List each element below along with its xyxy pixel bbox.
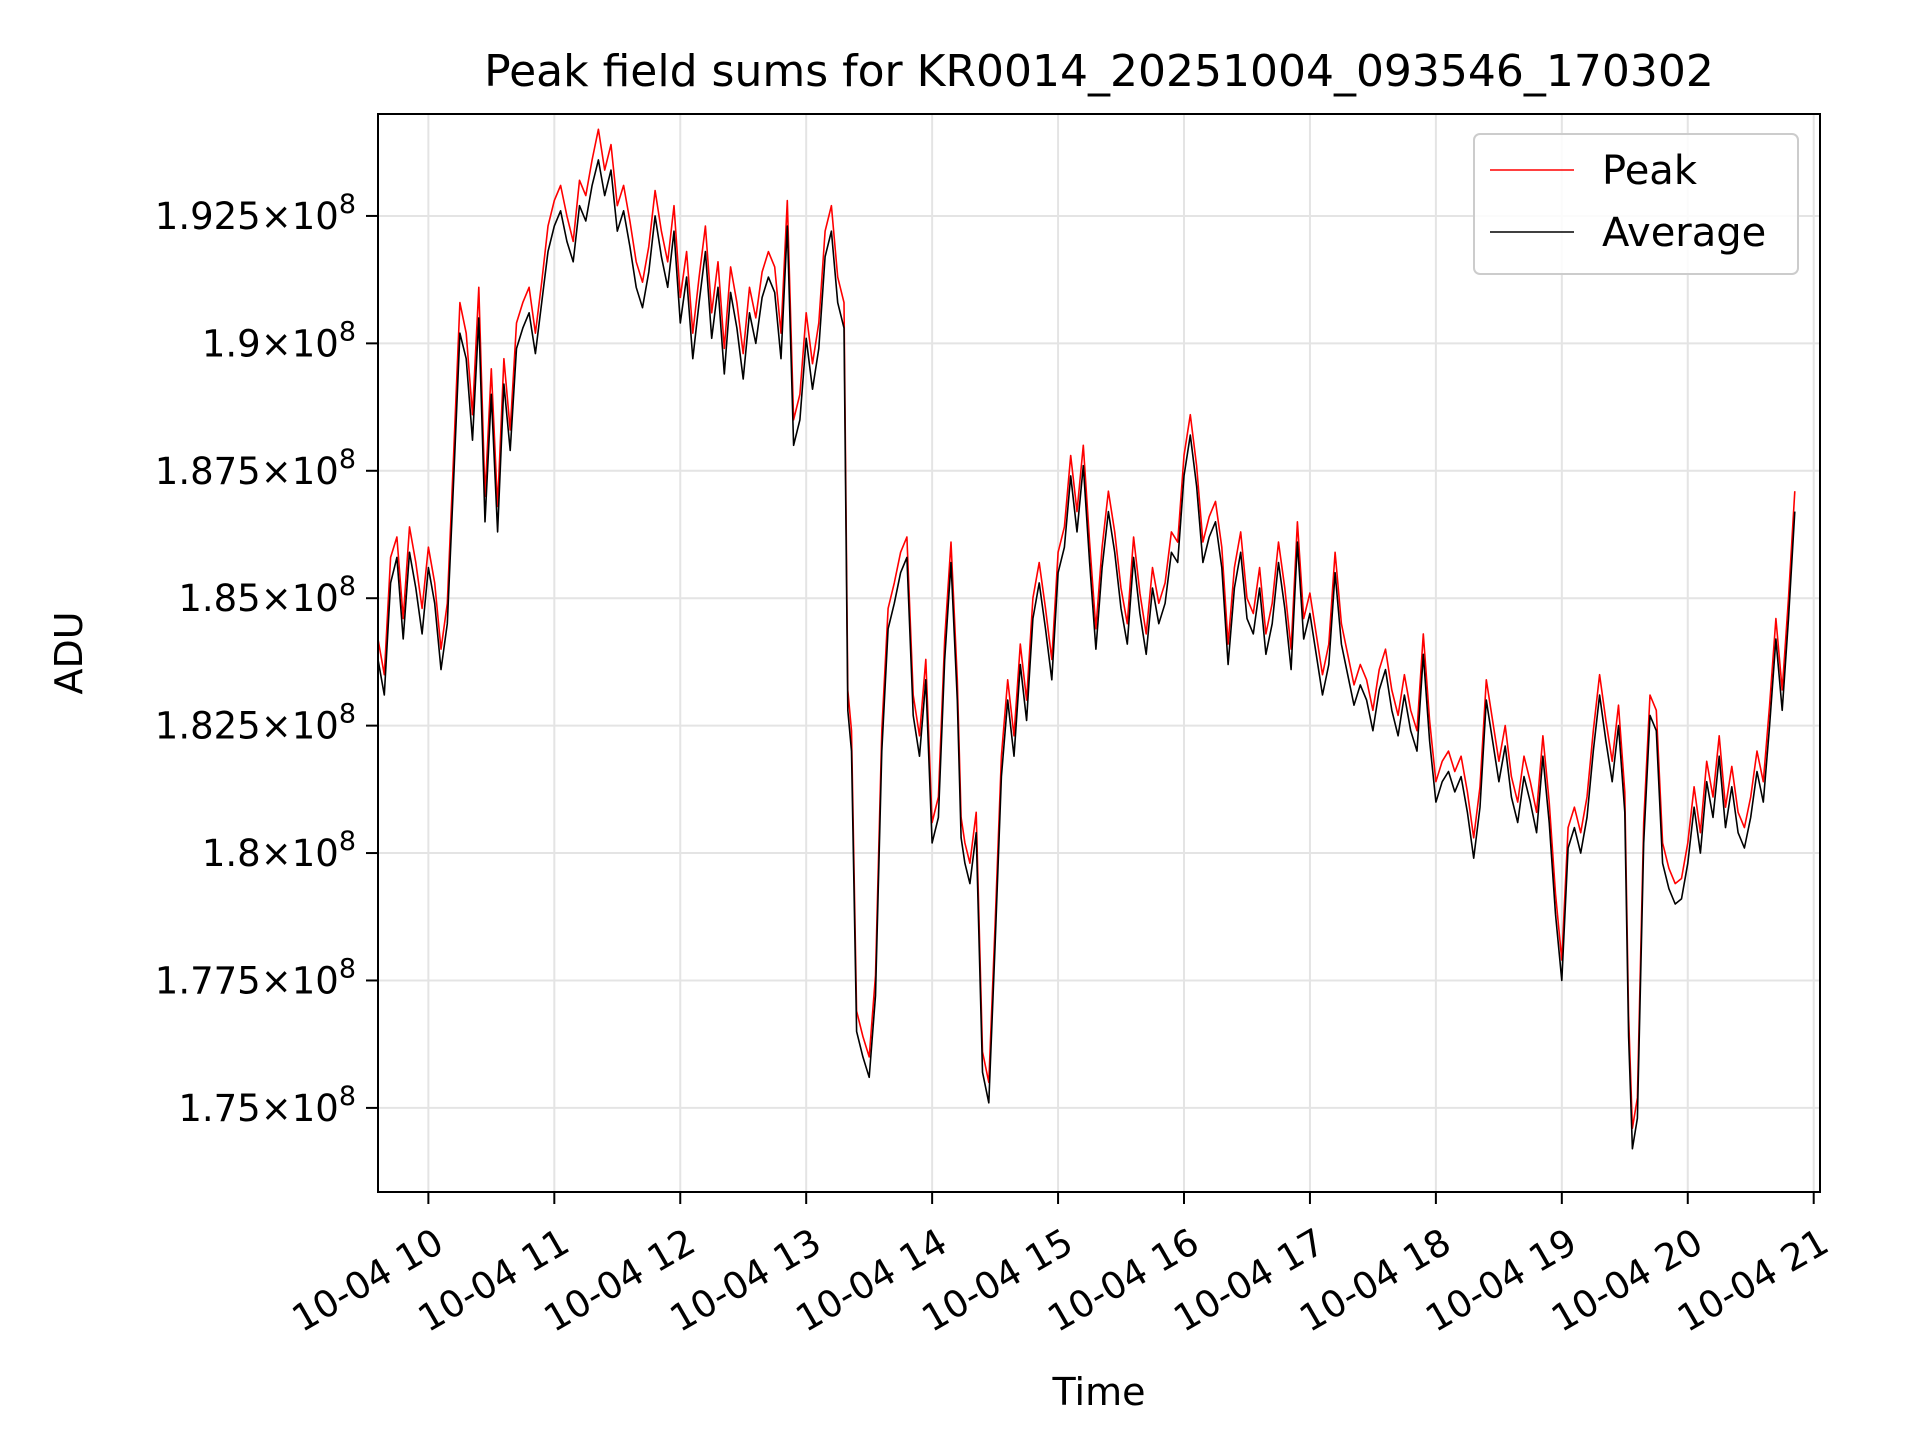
y-tick-exponent: 8 [339, 1081, 356, 1112]
y-tick-label: 1.825×108 [155, 699, 356, 748]
x-axis-label: Time [1052, 1370, 1146, 1414]
y-tick-exponent: 8 [339, 953, 356, 984]
legend-peak-label: Peak [1602, 148, 1698, 194]
plot-frame [377, 113, 1821, 1193]
y-tick-label: 1.75×108 [178, 1081, 356, 1130]
y-tick-label: 1.925×108 [155, 189, 356, 238]
y-axis-ticks: 1.75×108 1.775×108 1.8×108 1.825×108 1.85×10… [155, 189, 378, 1130]
y-tick-label: 1.775×108 [155, 953, 356, 1002]
y-axis-label: ADU [47, 611, 91, 694]
y-tick-exponent: 8 [339, 189, 356, 220]
legend-average-label: Average [1602, 210, 1766, 256]
y-tick-exponent: 8 [339, 571, 356, 602]
legend-box [1473, 133, 1799, 275]
y-tick-label: 1.875×108 [155, 444, 356, 493]
series-line-average [378, 159, 1796, 1150]
y-tick-exponent: 8 [339, 444, 356, 475]
chart-title: Peak field sums for KR0014_20251004_0935… [484, 46, 1714, 97]
y-tick-label: 1.8×108 [202, 826, 356, 875]
y-tick-mantissa: 1.9 [202, 322, 261, 365]
series-line-peak [378, 128, 1796, 1130]
y-tick-label: 1.9×108 [202, 316, 356, 365]
y-tick-mantissa: 1.875 [155, 450, 261, 493]
y-tick-label: 1.85×108 [178, 571, 356, 620]
y-tick-exponent: 8 [339, 316, 356, 347]
y-tick-exponent: 8 [339, 699, 356, 730]
y-tick-mantissa: 1.85 [178, 577, 260, 620]
y-tick-mantissa: 1.8 [202, 832, 261, 875]
y-tick-exponent: 8 [339, 826, 356, 857]
y-tick-mantissa: 1.925 [155, 195, 261, 238]
y-tick-mantissa: 1.775 [155, 959, 261, 1002]
y-tick-mantissa: 1.825 [155, 705, 261, 748]
legend: Peak Average [1473, 133, 1799, 275]
series-layer [378, 128, 1796, 1150]
y-tick-mantissa: 1.75 [178, 1087, 260, 1130]
